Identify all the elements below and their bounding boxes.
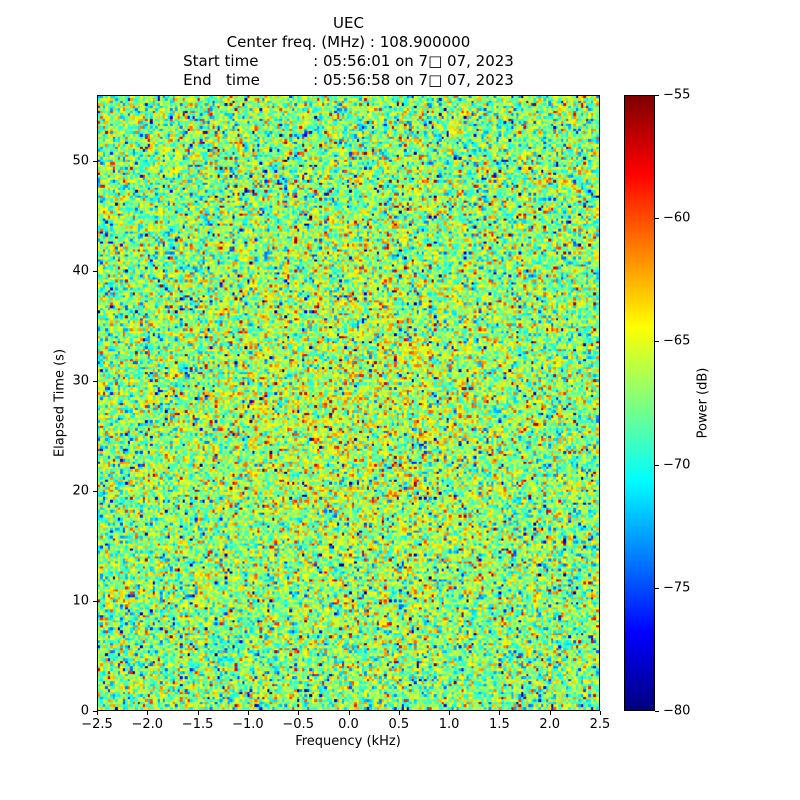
x-tick-mark [398,711,400,715]
y-tick-label: 30 [72,373,89,389]
y-tick-label: 20 [72,483,89,499]
y-tick-label: 10 [72,593,89,609]
x-tick-label: 1.0 [438,717,460,732]
x-tick-label: −0.5 [282,717,314,732]
y-tick-label: 50 [72,153,89,169]
colorbar-canvas [625,96,654,710]
colorbar-tick-mark [655,464,659,466]
spectrogram-plot [97,95,600,711]
x-tick-mark [97,711,98,715]
start-time-line: Start time : 05:56:01 on 7□ 07, 2023 [183,52,514,71]
x-tick-label: −1.5 [181,717,214,732]
y-axis-label: Elapsed Time (s) [52,348,68,458]
x-tick-mark [449,711,451,715]
x-tick-mark [247,711,249,715]
x-tick-label: 0.5 [388,717,410,732]
colorbar-tick-mark [655,711,659,712]
y-tick-mark [93,381,97,382]
colorbar-tick-mark [655,341,659,343]
colorbar-tick-mark [655,95,659,96]
y-tick-mark [93,601,97,602]
x-tick-mark [348,711,350,715]
x-tick-mark [298,711,300,715]
x-tick-label: −2.0 [131,717,164,732]
colorbar-tick-label: −60 [663,210,691,226]
x-tick-mark [600,711,601,715]
title-block: UEC Center freq. (MHz) : 108.900000 Star… [97,14,600,90]
colorbar [624,95,655,711]
y-tick-mark [93,491,97,492]
x-tick-mark [197,711,199,715]
x-tick-mark [549,711,551,715]
center-freq-line: Center freq. (MHz) : 108.900000 [226,33,471,51]
x-tick-label: 2.5 [589,717,611,732]
y-tick-label: 0 [80,703,89,719]
x-tick-label: 0.0 [338,717,359,732]
x-tick-label: 2.0 [539,717,561,732]
spectrogram-canvas [98,96,599,710]
colorbar-tick-label: −80 [663,703,691,719]
y-tick-mark [93,711,97,712]
colorbar-tick-label: −55 [663,87,691,103]
start-time-value: : 05:56:01 on 7□ 07, 2023 [313,52,514,70]
end-time-line: End time : 05:56:58 on 7□ 07, 2023 [183,71,514,90]
end-time-label: End time [183,71,260,89]
colorbar-tick-mark [655,587,659,589]
y-tick-mark [93,271,97,272]
plot-title: UEC [333,14,364,32]
colorbar-tick-label: −70 [663,457,691,473]
x-tick-label: −2.5 [81,717,113,732]
x-tick-mark [499,711,501,715]
colorbar-label: Power (dB) [695,367,711,439]
x-tick-label: 1.5 [489,717,510,732]
colorbar-tick-mark [655,218,659,220]
time-rows: Start time : 05:56:01 on 7□ 07, 2023 End… [183,52,514,90]
x-axis-label: Frequency (kHz) [295,734,401,749]
y-tick-mark [93,161,97,162]
colorbar-tick-label: −65 [663,333,691,349]
colorbar-tick-label: −75 [663,580,691,596]
y-tick-label: 40 [72,263,89,279]
x-tick-label: −1.0 [232,717,264,732]
end-time-value: : 05:56:58 on 7□ 07, 2023 [313,71,514,89]
x-tick-mark [147,711,149,715]
start-time-label: Start time [183,52,259,70]
